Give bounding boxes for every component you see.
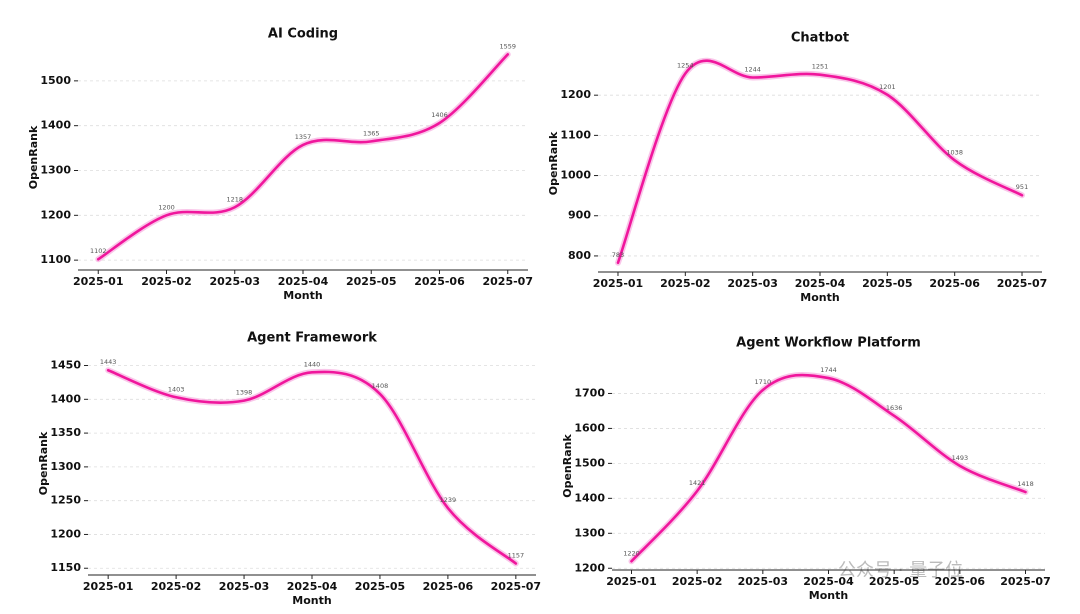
x-tick-label: 2025-02 (151, 580, 202, 593)
y-tick-label: 1300 (574, 526, 605, 539)
x-tick-label: 2025-02 (141, 275, 192, 288)
x-axis-label: Month (800, 291, 839, 304)
y-tick-label: 800 (568, 249, 591, 262)
value-label: 1398 (236, 389, 253, 397)
x-tick-label: 2025-02 (660, 277, 711, 290)
value-label: 1421 (689, 479, 706, 487)
line (106, 368, 518, 565)
x-tick-label: 2025-03 (738, 575, 789, 588)
x-tick-label: 2025-01 (593, 277, 644, 290)
y-tick-label: 1200 (40, 208, 71, 221)
value-label: 783 (612, 251, 624, 259)
y-tick-label: 1350 (50, 426, 81, 439)
chart-title: Agent Workflow Platform (736, 336, 921, 351)
y-axis-label: OpenRank (27, 125, 40, 189)
value-label: 1357 (295, 133, 312, 141)
y-tick-label: 1300 (40, 163, 71, 176)
x-tick-label: 2025-03 (210, 275, 261, 288)
value-label: 1744 (820, 366, 837, 374)
y-tick-label: 900 (568, 209, 591, 222)
value-label: 1418 (1017, 480, 1034, 488)
x-tick-label: 2025-07 (997, 277, 1048, 290)
line (96, 53, 510, 261)
y-tick-label: 1400 (50, 392, 81, 405)
x-tick-label: 2025-07 (483, 275, 534, 288)
x-axis-label: Month (283, 289, 322, 302)
y-tick-label: 1500 (574, 456, 605, 469)
chart-title: Chatbot (791, 31, 849, 46)
y-tick-label: 1100 (560, 128, 591, 141)
value-label: 1157 (508, 552, 525, 560)
x-tick-label: 2025-05 (869, 575, 920, 588)
y-tick-label: 1700 (574, 386, 605, 399)
x-tick-label: 2025-01 (83, 580, 134, 593)
value-label: 1365 (363, 129, 380, 137)
chart-title: Agent Framework (247, 331, 377, 346)
line (630, 373, 1027, 563)
y-tick-label: 1600 (574, 421, 605, 434)
value-label: 1038 (946, 148, 963, 156)
value-label: 1443 (100, 358, 117, 366)
y-tick-label: 1250 (50, 494, 81, 507)
value-label: 1440 (304, 360, 321, 368)
value-label: 1251 (812, 63, 829, 71)
y-tick-label: 1000 (560, 169, 591, 182)
x-tick-label: 2025-02 (672, 575, 723, 588)
x-tick-label: 2025-05 (355, 580, 406, 593)
x-tick-label: 2025-03 (219, 580, 270, 593)
y-axis-label: OpenRank (37, 431, 50, 495)
value-label: 1493 (952, 454, 969, 462)
x-tick-label: 2025-03 (727, 277, 778, 290)
y-tick-label: 1150 (50, 561, 81, 574)
x-tick-label: 2025-05 (346, 275, 397, 288)
x-tick-label: 2025-04 (795, 277, 846, 290)
value-label: 1244 (744, 66, 761, 74)
value-label: 1200 (158, 203, 175, 211)
value-label: 1403 (168, 385, 185, 393)
x-tick-label: 2025-04 (287, 580, 338, 593)
y-tick-label: 1450 (50, 359, 81, 372)
y-tick-label: 1400 (40, 119, 71, 132)
value-label: 1254 (677, 61, 694, 69)
y-tick-label: 1500 (40, 74, 71, 87)
x-axis-label: Month (292, 594, 331, 607)
value-label: 1406 (431, 111, 448, 119)
y-tick-label: 1100 (40, 253, 71, 266)
value-label: 1201 (879, 83, 896, 91)
value-label: 1220 (623, 549, 640, 557)
value-label: 1710 (755, 378, 772, 386)
x-tick-label: 2025-06 (423, 580, 474, 593)
line-glow (95, 51, 511, 263)
value-label: 1102 (90, 247, 107, 255)
line-glow (614, 57, 1026, 266)
line (616, 59, 1024, 265)
x-tick-label: 2025-05 (862, 277, 913, 290)
y-tick-label: 1200 (50, 527, 81, 540)
chart-title: AI Coding (268, 27, 338, 42)
y-axis-label: OpenRank (547, 131, 560, 195)
y-tick-label: 1200 (560, 88, 591, 101)
x-tick-label: 2025-04 (803, 575, 854, 588)
y-tick-label: 1300 (50, 460, 81, 473)
y-tick-label: 1200 (574, 561, 605, 574)
x-tick-label: 2025-06 (414, 275, 465, 288)
y-axis-label: OpenRank (561, 434, 574, 498)
value-label: 1239 (440, 496, 457, 504)
value-label: 1408 (372, 382, 389, 390)
x-tick-label: 2025-01 (606, 575, 657, 588)
y-tick-label: 1400 (574, 491, 605, 504)
x-tick-label: 2025-07 (491, 580, 542, 593)
x-axis-label: Month (809, 589, 848, 602)
value-label: 1559 (499, 42, 516, 50)
value-label: 1636 (886, 404, 903, 412)
x-tick-label: 2025-01 (73, 275, 124, 288)
x-tick-label: 2025-06 (929, 277, 980, 290)
value-label: 1218 (226, 195, 243, 203)
x-tick-label: 2025-04 (278, 275, 329, 288)
value-label: 951 (1016, 183, 1028, 191)
x-tick-label: 2025-06 (935, 575, 986, 588)
x-tick-label: 2025-07 (1000, 575, 1051, 588)
